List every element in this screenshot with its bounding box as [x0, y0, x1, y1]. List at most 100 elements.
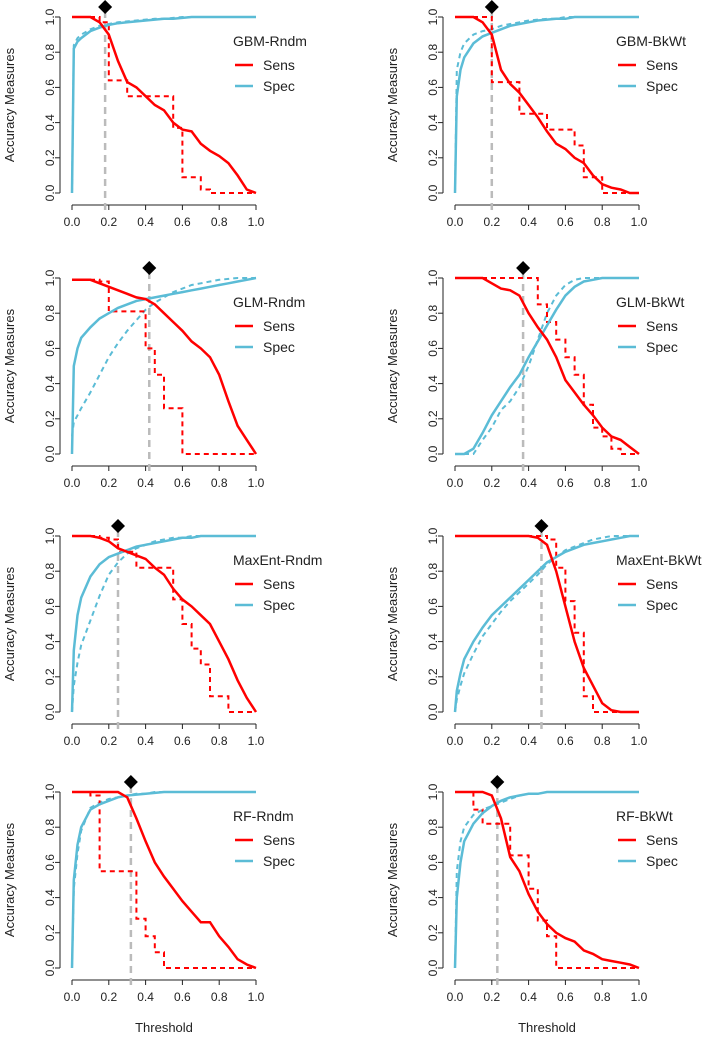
legend-title: MaxEnt-BkWt	[616, 552, 702, 568]
y-tick-label: 0.2	[43, 668, 57, 685]
y-tick-label: 1.0	[43, 527, 57, 544]
y-tick-label: 0.0	[426, 184, 440, 201]
x-tick-label: 0.4	[137, 215, 154, 229]
x-tick-label: 0.2	[483, 990, 500, 1004]
y-tick-label: 1.0	[426, 8, 440, 25]
y-tick-label: 0.4	[426, 114, 440, 131]
sens-line	[455, 534, 639, 714]
y-tick-label: 0.8	[43, 44, 57, 61]
sens-line	[72, 278, 258, 455]
y-tick-label: 0.0	[43, 703, 57, 720]
x-tick-label: 1.0	[248, 476, 265, 490]
y-tick-label: 0.0	[426, 959, 440, 976]
y-tick-label: 0.8	[43, 305, 57, 322]
sens-line	[455, 276, 640, 455]
x-tick-label: 0.4	[520, 734, 537, 748]
y-tick-label: 0.6	[426, 598, 440, 615]
threshold-marker	[490, 775, 505, 789]
y-tick-label: 0.0	[426, 703, 440, 720]
y-tick-label: 0.8	[426, 44, 440, 61]
x-tick-label: 1.0	[248, 990, 265, 1004]
x-tick-label: 0.0	[64, 476, 81, 490]
spec-line	[70, 790, 256, 969]
legend-sens-label: Sens	[263, 318, 295, 334]
y-tick-label: 0.8	[426, 305, 440, 322]
x-tick-label: 0.0	[447, 476, 464, 490]
x-tick-label: 1.0	[631, 734, 648, 748]
y-tick-label: 1.0	[43, 8, 57, 25]
y-tick-label: 0.6	[43, 79, 57, 96]
x-tick-label: 0.8	[594, 215, 611, 229]
x-tick-label: 1.0	[631, 990, 648, 1004]
legend-sens-label: Sens	[646, 576, 678, 592]
spec-dashed-line	[454, 16, 639, 194]
threshold-marker	[111, 519, 125, 533]
x-tick-label: 0.2	[483, 734, 500, 748]
y-axis-label: Accuracy Measures	[385, 566, 400, 681]
threshold-marker	[142, 261, 157, 275]
x-tick-label: 1.0	[248, 734, 265, 748]
sens-dashed-line	[72, 535, 256, 713]
x-tick-label: 0.8	[211, 990, 228, 1004]
y-tick-label: 0.4	[43, 375, 57, 392]
legend-title: GLM-BkWt	[616, 294, 685, 310]
threshold-marker	[98, 0, 113, 14]
y-axis-label: Accuracy Measures	[385, 822, 400, 937]
x-tick-label: 0.6	[557, 476, 574, 490]
sens-dashed-line	[455, 791, 639, 969]
x-tick-label: 0.4	[137, 476, 154, 490]
panel-gbm-rndm: 0.0 0.0 0.2 0.2 0.4 0.4 0.6 0.6 0.8 0.8 1.0 1.0 Accu…	[2, 0, 307, 229]
y-tick-label: 0.4	[43, 633, 57, 650]
legend-sens-label: Sens	[263, 576, 295, 592]
x-tick-label: 0.2	[100, 215, 117, 229]
y-tick-label: 0.8	[426, 819, 440, 836]
y-tick-label: 0.0	[43, 445, 57, 462]
y-tick-label: 0.4	[426, 889, 440, 906]
y-tick-label: 0.2	[43, 924, 57, 941]
threshold-marker	[123, 775, 138, 789]
spec-dashed-line	[71, 277, 256, 437]
x-tick-label: 0.0	[64, 215, 81, 229]
spec-line	[70, 534, 256, 713]
y-tick-label: 0.6	[426, 854, 440, 871]
legend-title: GBM-BkWt	[616, 33, 686, 49]
x-tick-label: 0.4	[520, 476, 537, 490]
y-axis-label: Accuracy Measures	[2, 822, 17, 937]
legend-spec-label: Spec	[646, 339, 678, 355]
legend-spec-label: Spec	[263, 853, 295, 869]
sens-line	[72, 790, 257, 970]
y-tick-label: 0.0	[43, 184, 57, 201]
y-tick-label: 0.2	[426, 410, 440, 427]
x-tick-label: 0.6	[174, 215, 191, 229]
legend-spec-label: Spec	[646, 853, 678, 869]
panel-rf-bkwt: 0.0 0.0 0.2 0.2 0.4 0.4 0.6 0.6 0.8 0.8 1.0 1.0 Accu…	[385, 775, 678, 1035]
legend-title: RF-BkWt	[616, 808, 673, 824]
legend-spec-label: Spec	[263, 339, 295, 355]
sens-dashed-line	[455, 277, 639, 455]
x-tick-label: 0.0	[64, 734, 81, 748]
x-axis-label: Threshold	[518, 1020, 576, 1035]
y-tick-label: 0.2	[43, 149, 57, 166]
x-tick-label: 0.6	[174, 734, 191, 748]
y-tick-label: 0.6	[43, 598, 57, 615]
spec-dashed-line	[71, 16, 256, 194]
sens-dashed-line	[72, 16, 256, 194]
legend-spec-label: Spec	[263, 597, 295, 613]
y-tick-label: 0.6	[426, 79, 440, 96]
legend-title: GBM-Rndm	[233, 33, 307, 49]
y-tick-label: 0.4	[426, 633, 440, 650]
y-tick-label: 0.4	[426, 375, 440, 392]
x-tick-label: 0.0	[64, 990, 81, 1004]
x-tick-label: 0.2	[100, 990, 117, 1004]
spec-line	[453, 15, 639, 194]
spec-dashed-line	[454, 535, 639, 713]
x-tick-label: 1.0	[631, 215, 648, 229]
sens-line	[455, 790, 640, 970]
x-axis-label: Threshold	[135, 1020, 193, 1035]
y-tick-label: 0.2	[426, 924, 440, 941]
x-tick-label: 0.8	[594, 990, 611, 1004]
legend-sens-label: Sens	[263, 57, 295, 73]
legend-sens-label: Sens	[646, 318, 678, 334]
panel-maxent-bkwt: 0.0 0.0 0.2 0.2 0.4 0.4 0.6 0.6 0.8 0.8 1.0 1.0 Accu…	[385, 519, 702, 748]
